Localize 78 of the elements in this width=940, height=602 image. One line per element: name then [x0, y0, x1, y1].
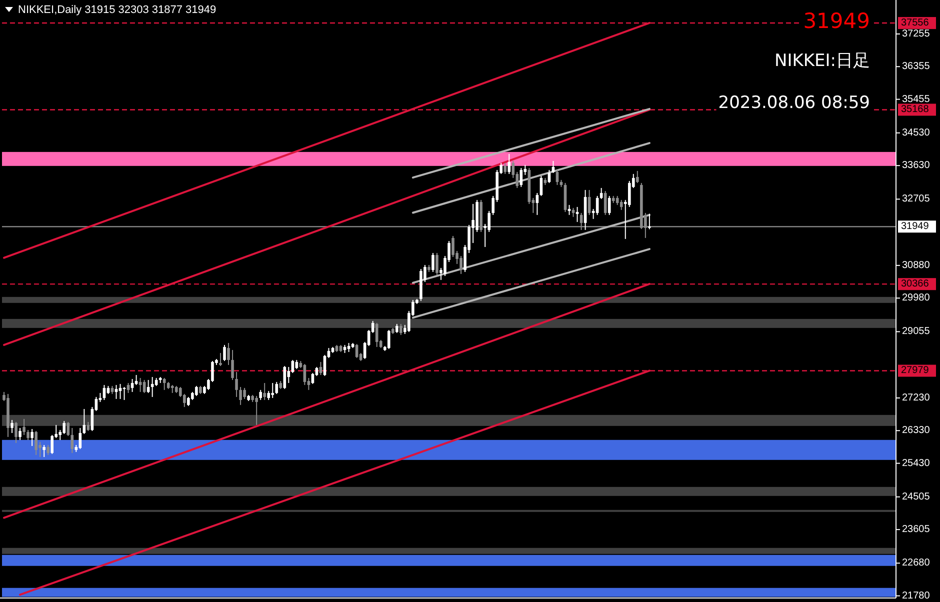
- y-tick-label: 37255: [902, 28, 930, 40]
- candlestick: [436, 252, 438, 276]
- candlestick: [275, 381, 278, 394]
- candlestick: [227, 342, 230, 366]
- candlestick: [34, 430, 38, 456]
- candlestick: [122, 386, 126, 400]
- candlestick: [66, 421, 70, 436]
- y-tick-label: 34530: [902, 127, 930, 138]
- annotation: 31949: [803, 9, 870, 33]
- candlestick: [114, 384, 118, 400]
- candlestick: [30, 428, 34, 446]
- candlestick: [239, 386, 242, 406]
- candlestick: [508, 153, 511, 174]
- candlestick: [219, 352, 222, 366]
- annotation: 2023.08.06 08:59: [718, 93, 870, 113]
- candlestick: [259, 389, 262, 400]
- y-tick-label: 23605: [902, 524, 930, 536]
- candlestick: [620, 199, 623, 210]
- ref-line-label: 27979: [901, 365, 930, 376]
- y-tick-label: 36355: [902, 61, 930, 72]
- y-tick-label: 27230: [902, 392, 930, 404]
- candlestick: [432, 252, 434, 272]
- candlestick: [636, 170, 639, 184]
- candlestick: [576, 206, 579, 222]
- candlestick: [10, 419, 14, 434]
- y-tick-label: 32705: [902, 194, 930, 205]
- y-tick-label: 22680: [902, 558, 930, 569]
- candlestick: [134, 374, 138, 386]
- ref-line-label: 37556: [901, 18, 930, 29]
- candlestick: [604, 190, 607, 216]
- candlestick: [46, 444, 50, 456]
- y-tick-label: 25430: [902, 458, 930, 469]
- y-tick-label: 33630: [902, 160, 930, 172]
- candlestick: [271, 382, 274, 398]
- candlestick: [399, 323, 402, 336]
- candlestick: [504, 162, 507, 174]
- candlestick: [267, 390, 270, 400]
- candlestick: [568, 204, 571, 216]
- y-tick-label: 24505: [902, 491, 930, 502]
- candlestick: [648, 213, 651, 230]
- y-tick-label: 21780: [902, 590, 930, 602]
- ref-line-label: 31949: [901, 221, 930, 232]
- y-tick-label: 29980: [902, 292, 930, 304]
- candlestick: [263, 382, 266, 400]
- candlestick: [291, 359, 294, 374]
- candlestick: [628, 180, 631, 208]
- candlestick: [187, 396, 190, 406]
- candlestick: [42, 444, 46, 458]
- candlestick: [235, 371, 238, 398]
- candlestick: [223, 344, 226, 362]
- candlestick: [347, 342, 350, 352]
- candlestick: [616, 195, 619, 206]
- candlestick: [283, 365, 286, 390]
- candlestick: [608, 195, 611, 216]
- candlestick: [14, 421, 18, 444]
- candlestick: [195, 385, 198, 396]
- candlestick: [488, 210, 490, 232]
- candlestick: [18, 427, 22, 440]
- candlestick: [387, 329, 390, 350]
- annotation: NIKKEI:日足: [774, 51, 870, 71]
- y-tick-label: 30880: [902, 260, 930, 271]
- candlestick: [50, 434, 54, 454]
- candlestick: [22, 418, 26, 436]
- candlestick: [231, 349, 234, 380]
- y-tick-label: 29055: [902, 326, 930, 338]
- candlestick: [452, 235, 454, 258]
- ref-line-label: 30366: [901, 278, 930, 290]
- candlestick: [255, 395, 258, 426]
- candlestick: [162, 377, 166, 390]
- candlestick: [243, 387, 246, 400]
- y-tick-label: 26330: [902, 425, 930, 436]
- candlestick: [26, 429, 30, 440]
- ref-line-label: 35168: [901, 104, 930, 116]
- candlestick: [62, 420, 66, 434]
- chart-title: NIKKEI,Daily 31915 32303 31877 31949: [18, 4, 216, 16]
- candlestick: [460, 255, 462, 274]
- candlestick: [395, 323, 398, 334]
- y-tick-label: 35455: [902, 94, 930, 105]
